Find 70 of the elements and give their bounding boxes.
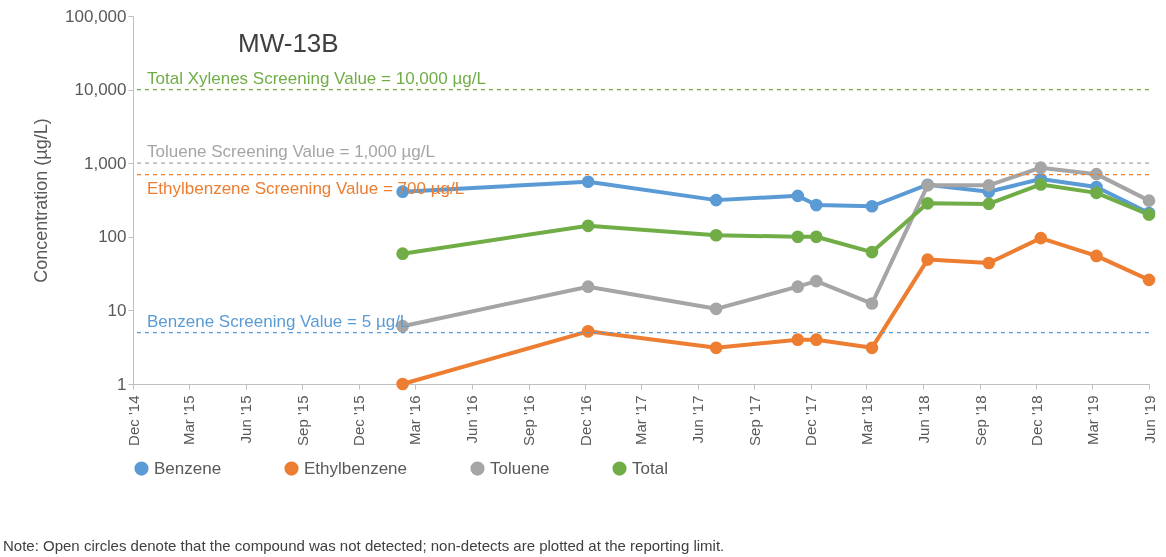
- point: [1090, 249, 1103, 263]
- y-tick-label: 10,000: [74, 80, 127, 100]
- point: [1142, 194, 1156, 207]
- point: [865, 341, 879, 355]
- point: [809, 274, 823, 288]
- x-tick-label: Dec '15: [350, 395, 368, 446]
- x-tick-label: Jun '17: [689, 395, 707, 444]
- y-tick-label: 100: [98, 227, 127, 247]
- x-tick-label: Dec '17: [802, 395, 820, 446]
- point: [809, 198, 823, 212]
- text: Note: Open circles denote that the compound was not detected; non-detects are plotted at the reporting limit.: [3, 537, 725, 554]
- point: [581, 175, 595, 189]
- point: [1034, 161, 1048, 174]
- x-tick-label: Mar '15: [180, 395, 198, 446]
- point: [809, 230, 823, 244]
- x-tick-label: Sep '17: [745, 395, 763, 446]
- point: [709, 302, 723, 316]
- legend-label: Ethylbenzene: [304, 458, 408, 478]
- point: [982, 197, 996, 211]
- point: [865, 199, 879, 213]
- x-tick-label: Jun '15: [237, 395, 255, 444]
- y-tick-label: 100,000: [65, 6, 127, 26]
- point: [1090, 186, 1103, 200]
- x-tick-label: Sep '18: [971, 395, 989, 446]
- x-tick-label: Sep '16: [520, 395, 538, 446]
- point: [581, 324, 595, 338]
- ref-line-label: Total Xylenes Screening Value = 10,000 µg/L: [147, 68, 486, 88]
- point: [396, 247, 409, 260]
- y-axis-title: Concentration (µg/L): [31, 118, 52, 283]
- point: [791, 189, 805, 203]
- point: [982, 179, 996, 192]
- point: [709, 341, 723, 355]
- ref-line-label: Toluene Screening Value = 1,000 µg/L: [147, 142, 435, 162]
- ref-line-label: Benzene Screening Value = 5 µg/L: [147, 311, 410, 331]
- point: [982, 256, 996, 270]
- point: [709, 193, 723, 207]
- point: [1034, 231, 1048, 245]
- x-tick-label: Jun '16: [463, 395, 481, 444]
- legend-label: Benzene: [154, 458, 222, 478]
- point: [791, 230, 805, 244]
- x-tick-label: Sep '15: [293, 395, 311, 446]
- point: [1034, 178, 1048, 191]
- point: [1090, 167, 1103, 181]
- point: [809, 333, 823, 346]
- point: [709, 228, 723, 242]
- x-tick-label: Dec '18: [1027, 395, 1045, 446]
- y-tick-label: 10: [107, 300, 127, 320]
- text: MW-13B: [238, 28, 339, 58]
- point: [921, 197, 934, 210]
- legend-label: Toluene: [490, 458, 550, 478]
- point: [865, 297, 879, 310]
- point: [1142, 273, 1156, 287]
- point: [791, 333, 805, 346]
- x-tick-label: Dec '16: [576, 395, 594, 446]
- x-tick-label: Jun '19: [1140, 395, 1158, 444]
- point: [581, 219, 595, 233]
- legend-label: Total: [632, 458, 668, 478]
- x-tick-label: Jun '18: [914, 395, 932, 444]
- x-tick-label: Dec '14: [124, 395, 142, 446]
- x-tick-label: Mar '16: [406, 395, 424, 446]
- x-tick-label: Mar '18: [857, 395, 875, 446]
- y-tick-label: 1: [117, 374, 127, 394]
- y-tick-label: 1,000: [83, 153, 127, 173]
- point: [791, 280, 805, 293]
- point: [865, 245, 879, 259]
- point: [396, 377, 409, 391]
- point: [921, 253, 934, 266]
- point: [581, 280, 595, 293]
- x-tick-label: Mar '19: [1083, 395, 1101, 446]
- x-tick-label: Mar '17: [632, 395, 650, 446]
